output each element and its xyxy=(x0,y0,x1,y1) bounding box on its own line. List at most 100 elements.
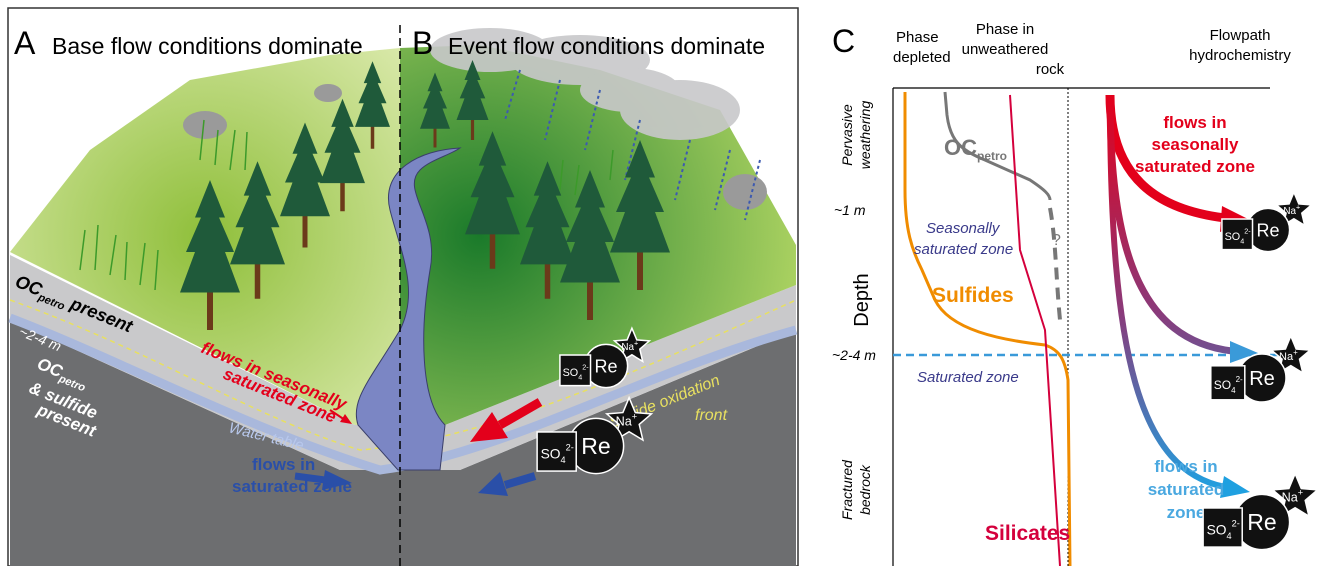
ion-sub: 4 xyxy=(578,372,582,381)
zone-label: bedrock xyxy=(857,464,873,515)
zone-label: Seasonally xyxy=(926,220,1001,237)
ion-text: SO xyxy=(1207,523,1227,538)
ion-charge: 2- xyxy=(1236,375,1243,384)
panel-title: Event flow conditions dominate xyxy=(448,33,765,59)
panel-letter: C xyxy=(832,23,855,59)
ion-text: Na xyxy=(621,342,634,353)
ion-charge: + xyxy=(634,338,638,347)
ion-sub: 4 xyxy=(1227,531,1232,541)
flow-label: zone xyxy=(1167,503,1206,522)
so4-box xyxy=(1210,365,1246,401)
header: hydrochemistry xyxy=(1189,47,1291,64)
ion-group: Na+ Re SO42- xyxy=(1210,334,1313,403)
ion-text: Na xyxy=(1282,490,1299,504)
rocks xyxy=(183,84,767,210)
header: rock xyxy=(1036,61,1065,78)
flow-label: saturated zone xyxy=(1135,157,1255,176)
ion-text: SO xyxy=(1214,378,1231,392)
flow-label: saturated zone xyxy=(232,477,352,496)
ion-charge: + xyxy=(1296,202,1300,211)
so4-label: SO42- xyxy=(1214,375,1243,395)
ion-text: SO xyxy=(541,447,561,462)
river xyxy=(355,147,462,471)
ion-charge: + xyxy=(1293,348,1298,357)
ion-text: SO xyxy=(563,367,579,379)
arrows xyxy=(294,398,543,496)
bedrock xyxy=(10,320,796,566)
curve-label: OCpetro xyxy=(944,135,1007,163)
ion-text: Na xyxy=(616,414,633,428)
grass xyxy=(79,119,645,291)
flow-label: flows in xyxy=(1154,457,1217,476)
zone-label: weathering xyxy=(857,101,873,170)
flow-path xyxy=(1107,94,1226,490)
depth-mark: ~2-4 m xyxy=(832,347,876,363)
oc-curve xyxy=(943,91,1052,201)
flow-label: seasonally xyxy=(1152,135,1239,154)
silicate-curve xyxy=(1009,94,1061,566)
panel-title: Base flow conditions dominate xyxy=(52,33,363,59)
so4-box xyxy=(1221,218,1254,251)
oxidation-front xyxy=(9,299,797,451)
ion-sub: 4 xyxy=(1240,236,1244,245)
flow-label: flows in xyxy=(1163,113,1226,132)
ion-group: Na+ Re SO42- xyxy=(1202,471,1320,551)
curve-label: Silicates xyxy=(985,522,1070,545)
header: Phase in xyxy=(976,21,1034,38)
arrowhead xyxy=(1230,341,1258,363)
na-label: Na+ xyxy=(621,338,638,353)
rain xyxy=(504,69,761,221)
so4-label: SO42- xyxy=(541,443,574,466)
ion-text: SO xyxy=(1225,231,1241,243)
sulfide-curve xyxy=(903,92,1072,566)
ion-charge: 2- xyxy=(1232,519,1240,529)
water-table xyxy=(8,313,798,475)
ion-charge: + xyxy=(1298,488,1303,498)
ion-sub: 4 xyxy=(561,455,566,465)
so4-box xyxy=(536,431,577,472)
axis-label: Depth xyxy=(851,273,873,326)
label-sub: petro xyxy=(977,149,1007,163)
ion-charge: + xyxy=(632,412,637,422)
re-label: Re xyxy=(1249,368,1275,390)
front-label: front xyxy=(695,407,728,424)
arrowhead xyxy=(1220,476,1250,498)
panel-letter: B xyxy=(412,25,433,61)
flow-path xyxy=(1106,94,1233,355)
ion-charge: 2- xyxy=(1244,227,1251,236)
re-label: Re xyxy=(1247,509,1276,535)
so4-label: SO42- xyxy=(1207,519,1240,542)
ion-sub: 4 xyxy=(1231,386,1236,395)
so4-box xyxy=(559,354,592,387)
header: depleted xyxy=(893,49,951,66)
na-label: Na+ xyxy=(616,412,638,429)
so4-box xyxy=(1202,507,1243,548)
panel-letter: A xyxy=(14,25,36,61)
header: Phase xyxy=(896,29,939,46)
oc-curve-uncertain xyxy=(1048,207,1062,321)
depth-mark: ~1 m xyxy=(834,202,866,218)
so4-label: SO42- xyxy=(1225,227,1252,246)
na-label: Na+ xyxy=(1283,202,1300,217)
curve-label: Sulfides xyxy=(932,284,1014,307)
ion-charge: 2- xyxy=(566,443,574,453)
panel-c: C Phase depleted Phase in unweathered ro… xyxy=(832,21,1291,566)
ion-text: Na xyxy=(1279,351,1294,363)
cloud xyxy=(430,28,740,140)
header: Flowpath xyxy=(1210,27,1271,44)
flow-label: saturated xyxy=(1148,480,1225,499)
so4-label: SO42- xyxy=(563,363,590,382)
zone-label: Pervasive xyxy=(839,104,855,166)
zone-label: Saturated zone xyxy=(917,369,1019,386)
zone-label: saturated zone xyxy=(914,241,1013,258)
zone-label: Fractured xyxy=(839,459,855,520)
panel-ab: A Base flow conditions dominate B Event … xyxy=(7,7,799,566)
flow-label: flows in xyxy=(252,455,315,474)
re-label: Re xyxy=(1256,220,1279,240)
re-label: Re xyxy=(594,356,617,376)
header: unweathered xyxy=(962,41,1049,58)
na-label: Na+ xyxy=(1282,488,1304,505)
